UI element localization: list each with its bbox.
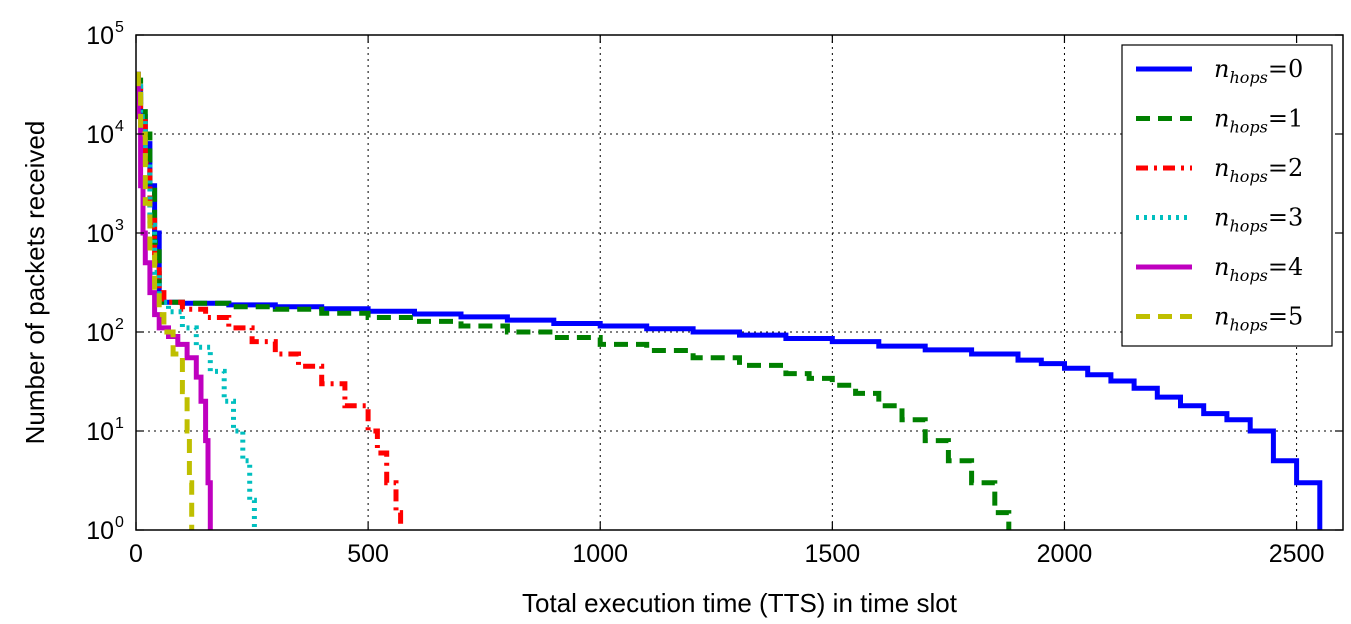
legend-label: nhops=3 xyxy=(1214,204,1303,236)
series-line-hops-5 xyxy=(135,71,195,530)
axis-ticks xyxy=(135,34,1343,531)
legend-label: nhops=1 xyxy=(1214,105,1303,137)
legend-entry: nhops=4 xyxy=(1136,253,1303,285)
y-tick-label: 10 0 xyxy=(86,514,124,545)
x-tick-label: 1500 xyxy=(805,540,861,568)
y-tick-label-base: 10 xyxy=(86,517,114,545)
legend-entry: nhops=3 xyxy=(1136,204,1303,236)
legend: nhops=0 nhops=1 nhops=2 nhops=3 nhops=4 nhops… xyxy=(1121,44,1333,347)
y-axis-label: Number of packets received xyxy=(20,121,50,445)
y-tick-label: 10 1 xyxy=(86,415,124,446)
y-tick-label-base: 10 xyxy=(86,121,114,149)
x-axis-tick-labels: 0 500 1000 1500 2000 2500 xyxy=(129,540,1324,568)
y-tick-label: 10 2 xyxy=(86,316,124,347)
x-tick-label: 2000 xyxy=(1037,540,1093,568)
x-tick-label: 2500 xyxy=(1269,540,1325,568)
y-tick-label-exponent: 3 xyxy=(115,217,124,234)
legend-entry: nhops=1 xyxy=(1136,105,1303,137)
x-tick-label: 1000 xyxy=(572,540,628,568)
y-tick-label-base: 10 xyxy=(86,319,114,347)
y-tick-label: 10 5 xyxy=(86,19,124,50)
y-tick-label-base: 10 xyxy=(86,418,114,446)
series-line-hops-2 xyxy=(135,71,404,530)
legend-box xyxy=(1121,44,1333,347)
y-tick-label: 10 4 xyxy=(86,118,124,149)
x-axis-label: Total execution time (TTS) in time slot xyxy=(522,588,958,618)
y-tick-label-exponent: 4 xyxy=(115,118,124,135)
y-tick-label-exponent: 0 xyxy=(115,514,124,531)
y-tick-label-exponent: 2 xyxy=(115,316,124,333)
legend-label: nhops=2 xyxy=(1214,154,1303,186)
series-layer xyxy=(135,71,1323,530)
legend-label: nhops=0 xyxy=(1214,55,1303,87)
y-tick-label-base: 10 xyxy=(86,220,114,248)
legend-label: nhops=5 xyxy=(1214,303,1303,335)
y-tick-label: 10 3 xyxy=(86,217,124,248)
legend-entry: nhops=0 xyxy=(1136,55,1303,87)
y-tick-label-exponent: 5 xyxy=(115,19,124,36)
x-tick-label: 0 xyxy=(129,540,143,568)
legend-entry: nhops=5 xyxy=(1136,303,1303,335)
plot-area-frame xyxy=(135,34,1344,531)
legend-entry: nhops=2 xyxy=(1136,154,1303,186)
series-line-hops-1 xyxy=(135,71,1012,530)
y-tick-label-base: 10 xyxy=(86,22,114,50)
y-tick-label-exponent: 1 xyxy=(115,415,124,432)
legend-label: nhops=4 xyxy=(1214,253,1303,285)
x-tick-label: 500 xyxy=(347,540,389,568)
